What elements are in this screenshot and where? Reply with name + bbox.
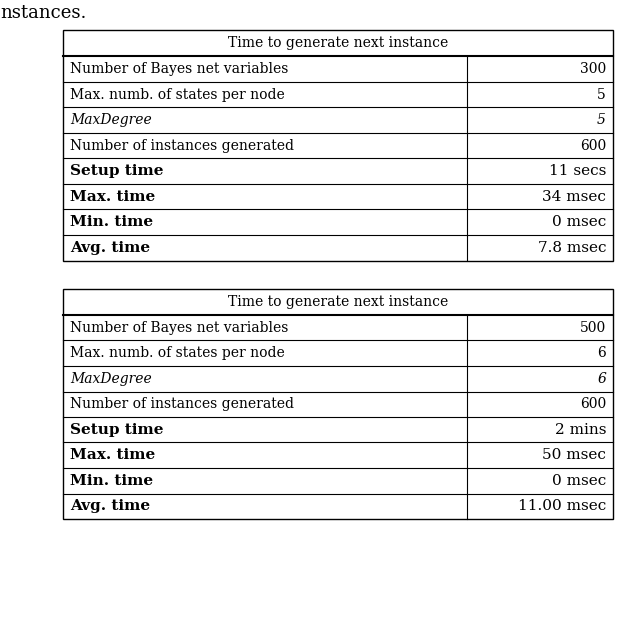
Text: 500: 500 [580,321,606,335]
Text: Max. time: Max. time [70,190,155,203]
Text: Setup time: Setup time [70,423,164,436]
Text: 5: 5 [597,113,606,127]
Bar [63,30,613,261]
Text: 300: 300 [580,62,606,76]
Text: Avg. time: Avg. time [70,499,150,513]
Text: 5: 5 [597,88,606,102]
Text: Time to generate next instance: Time to generate next instance [228,36,448,50]
Text: Number of instances generated: Number of instances generated [70,398,295,411]
Text: Time to generate next instance: Time to generate next instance [228,295,448,309]
Text: 11.00 msec: 11.00 msec [518,499,606,513]
Text: MaxDegree: MaxDegree [70,372,152,386]
Text: Min. time: Min. time [70,215,154,229]
Text: 0 msec: 0 msec [552,215,606,229]
Text: nstances.: nstances. [0,4,87,22]
Text: Number of instances generated: Number of instances generated [70,139,295,153]
Text: Setup time: Setup time [70,165,164,178]
Bar [63,288,613,519]
Text: Number of Bayes net variables: Number of Bayes net variables [70,321,289,335]
Text: MaxDegree: MaxDegree [70,113,152,127]
Text: 34 msec: 34 msec [542,190,606,203]
Text: Min. time: Min. time [70,474,154,488]
Text: Avg. time: Avg. time [70,241,150,255]
Text: Max. time: Max. time [70,448,155,462]
Text: 11 secs: 11 secs [549,165,606,178]
Text: 600: 600 [580,398,606,411]
Text: Max. numb. of states per node: Max. numb. of states per node [70,346,285,360]
Text: 2 mins: 2 mins [554,423,606,436]
Text: 6: 6 [597,346,606,360]
Text: 600: 600 [580,139,606,153]
Text: 50 msec: 50 msec [542,448,606,462]
Text: 0 msec: 0 msec [552,474,606,488]
Text: Number of Bayes net variables: Number of Bayes net variables [70,62,289,76]
Text: 6: 6 [597,372,606,386]
Text: Max. numb. of states per node: Max. numb. of states per node [70,88,285,102]
Text: 7.8 msec: 7.8 msec [538,241,606,255]
